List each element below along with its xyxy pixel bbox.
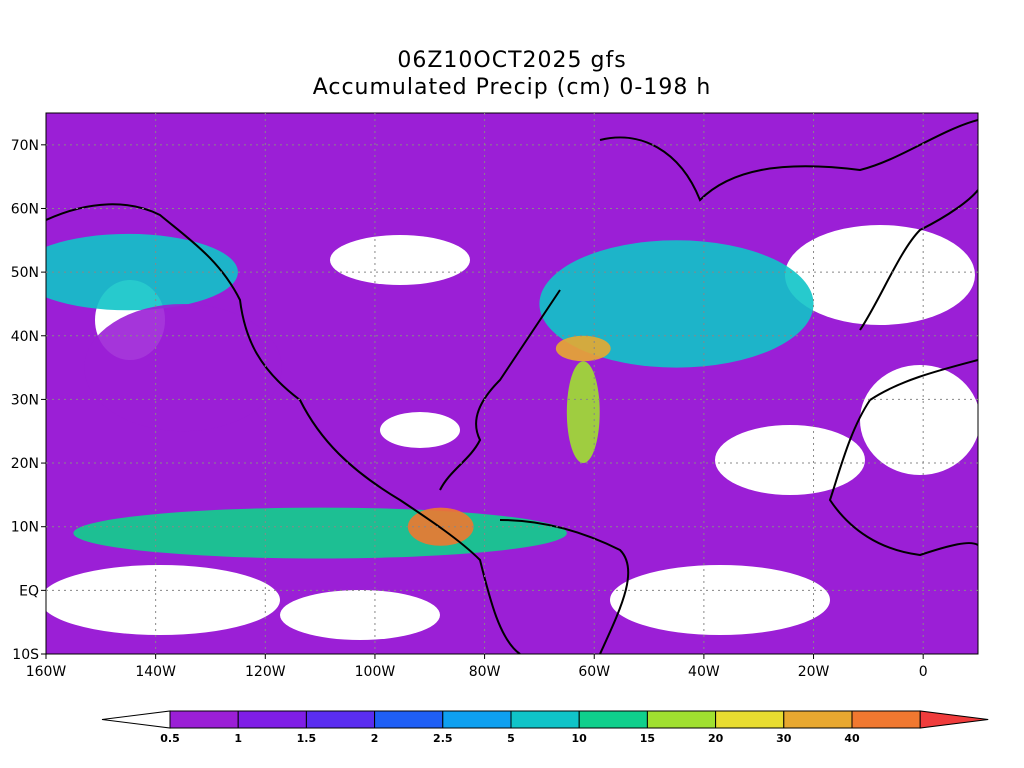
colorbar-segment bbox=[237, 710, 307, 729]
colorbar-label: 15 bbox=[640, 732, 655, 745]
lat-tick-label: 70N bbox=[11, 138, 39, 154]
lat-tick-label: 60N bbox=[11, 201, 39, 217]
colorbar-segment bbox=[305, 710, 376, 729]
map-subtitle: Accumulated Precip (cm) 0-198 h bbox=[312, 75, 712, 100]
lat-tick-label: 50N bbox=[11, 265, 39, 281]
colorbar-segment bbox=[578, 710, 648, 729]
lon-tick-label: 60W bbox=[578, 664, 610, 680]
colorbar-label: 5 bbox=[507, 732, 515, 745]
colorbar-label: 0.5 bbox=[160, 732, 180, 745]
colorbar-segment bbox=[783, 710, 853, 729]
dry-area-south-atlantic bbox=[610, 565, 830, 635]
precip-region-north-pacific bbox=[46, 233, 238, 311]
colorbar-label: 2.5 bbox=[433, 732, 453, 745]
lat-tick-label: 10N bbox=[11, 520, 39, 536]
lon-tick-label: 40W bbox=[688, 664, 720, 680]
colorbar-arrow-high bbox=[919, 710, 989, 729]
coastline-europe bbox=[859, 189, 978, 331]
lat-tick-label: 30N bbox=[11, 392, 39, 408]
dry-area-south-pacific bbox=[46, 565, 280, 635]
coastline-africa bbox=[828, 359, 978, 557]
lon-tick-label: 140W bbox=[135, 664, 176, 680]
lat-tick-label: 10S bbox=[12, 647, 39, 663]
lon-tick-label: 80W bbox=[469, 664, 501, 680]
lon-tick-label: 160W bbox=[26, 664, 67, 680]
dry-area-gulf bbox=[380, 412, 460, 448]
colorbar: 0.5 1 1.5 2 2.5 5 10 15 20 30 40 bbox=[101, 710, 989, 745]
precip-region-itcz-pacific bbox=[73, 507, 567, 559]
map-frame bbox=[45, 112, 979, 655]
coastline-americas-west bbox=[46, 203, 521, 654]
colorbar-segment bbox=[374, 710, 444, 729]
lat-tick-label: 40N bbox=[11, 329, 39, 345]
dry-area-sahara bbox=[860, 365, 978, 475]
coastlines bbox=[46, 119, 978, 654]
colorbar-label: 2 bbox=[371, 732, 379, 745]
colorbar-segment bbox=[646, 710, 717, 729]
colorbar-label: 20 bbox=[708, 732, 724, 745]
colorbar-segment bbox=[169, 710, 239, 729]
map-field bbox=[46, 113, 978, 654]
colorbar-label: 10 bbox=[572, 732, 588, 745]
precip-region-atlantic-storm-track bbox=[539, 240, 814, 368]
coastline-greenland bbox=[599, 119, 978, 202]
precip-region-west-atlantic-max bbox=[555, 335, 611, 362]
colorbar-segment bbox=[851, 710, 921, 729]
dry-area-se-pacific bbox=[280, 590, 440, 640]
map-title: 06Z10OCT2025 gfs bbox=[397, 48, 627, 73]
colorbar-label: 1 bbox=[234, 732, 242, 745]
lon-tick-label: 0 bbox=[919, 664, 928, 680]
colorbar-label: 40 bbox=[844, 732, 860, 745]
colorbar-segment bbox=[442, 710, 512, 729]
lon-tick-label: 20W bbox=[798, 664, 830, 680]
lon-tick-label: 100W bbox=[355, 664, 396, 680]
lat-tick-label: EQ bbox=[19, 583, 39, 599]
precip-region-caribbean-band bbox=[566, 361, 600, 464]
colorbar-label: 1.5 bbox=[297, 732, 317, 745]
colorbar-label: 30 bbox=[776, 732, 792, 745]
lat-tick-label: 20N bbox=[11, 456, 39, 472]
dry-area-canada bbox=[330, 235, 470, 285]
precip-region-east-pacific bbox=[84, 303, 282, 432]
colorbar-arrow-low bbox=[101, 710, 171, 729]
colorbar-segment bbox=[715, 710, 785, 729]
dry-area-east-atlantic bbox=[715, 425, 865, 495]
graticule bbox=[46, 113, 978, 654]
dry-area-europe bbox=[785, 225, 975, 325]
lon-tick-label: 120W bbox=[245, 664, 286, 680]
colorbar-segment bbox=[510, 710, 580, 729]
